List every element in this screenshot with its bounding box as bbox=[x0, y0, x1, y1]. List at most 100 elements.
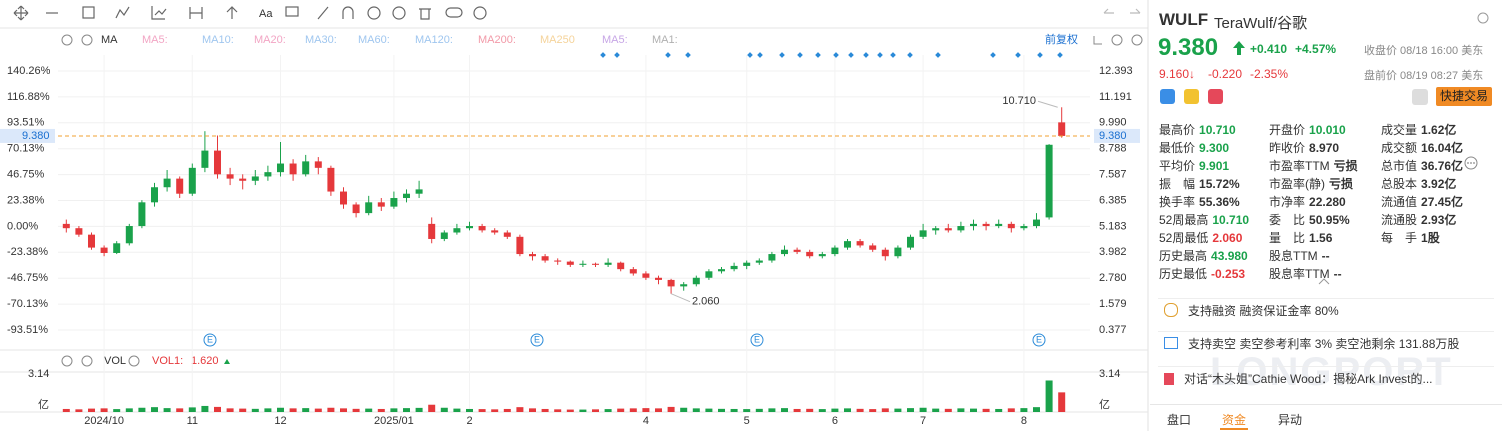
volume-bar bbox=[869, 409, 877, 412]
event-dot bbox=[877, 52, 883, 58]
collapse-icon[interactable] bbox=[1318, 277, 1330, 285]
stat-label: 股息TTM bbox=[1269, 249, 1318, 263]
event-dot bbox=[863, 52, 869, 58]
magnet-icon[interactable] bbox=[342, 6, 354, 19]
vol-visibility[interactable] bbox=[128, 355, 140, 367]
stat: 总市值 36.76亿 bbox=[1381, 157, 1463, 174]
low-label: 2.060 bbox=[692, 296, 720, 308]
vol-settings[interactable] bbox=[61, 355, 73, 367]
chart-icon[interactable] bbox=[151, 6, 167, 20]
candle-body bbox=[655, 277, 662, 280]
y-tick-label: 6.385 bbox=[1099, 194, 1127, 206]
pen-icon[interactable] bbox=[317, 6, 329, 20]
settings-icon[interactable] bbox=[1476, 11, 1490, 25]
zoom-in[interactable] bbox=[1131, 34, 1143, 46]
stat: 总股本 3.92亿 bbox=[1381, 175, 1456, 192]
volume-bar bbox=[579, 409, 587, 412]
watch-icon[interactable] bbox=[1208, 89, 1223, 104]
toolbar-text[interactable]: Aa bbox=[259, 8, 273, 20]
note-icon[interactable] bbox=[1184, 89, 1199, 104]
zoom-out[interactable] bbox=[1111, 34, 1123, 46]
candle-body bbox=[88, 234, 95, 248]
y2-tick-label: -93.51% bbox=[7, 324, 48, 336]
news-banner[interactable]: 对话“木头姐”Cathie Wood：揭秘Ark Invest的... bbox=[1158, 366, 1494, 391]
alert-icon[interactable] bbox=[1412, 89, 1428, 105]
trade-button[interactable]: 快捷交易 bbox=[1436, 87, 1492, 106]
stat: 股息TTM -- bbox=[1269, 247, 1330, 264]
arrow-icon[interactable] bbox=[226, 6, 238, 19]
link-icon[interactable] bbox=[445, 7, 463, 18]
volume-bar bbox=[516, 407, 524, 412]
indicator-settings[interactable] bbox=[61, 34, 73, 46]
stat-value: -- bbox=[1333, 267, 1342, 281]
volume-bar bbox=[491, 409, 499, 412]
wave-icon[interactable] bbox=[115, 6, 130, 19]
candle-body bbox=[529, 254, 536, 257]
volume-bar bbox=[327, 407, 335, 412]
candle-body bbox=[214, 150, 221, 175]
margin-banner[interactable]: 支持融资 融资保证金率 80% bbox=[1158, 298, 1494, 323]
adjust-label[interactable]: 前复权 bbox=[1045, 32, 1078, 46]
vol-tick-label: 3.14 bbox=[28, 368, 49, 380]
candle-body bbox=[579, 263, 587, 265]
volume-bar bbox=[289, 408, 297, 412]
tab-active[interactable]: 资金 bbox=[1222, 413, 1247, 427]
volume-bar bbox=[629, 408, 637, 412]
change: +0.410 bbox=[1250, 42, 1288, 56]
tag-icon[interactable] bbox=[1160, 89, 1175, 104]
sync-icon[interactable] bbox=[367, 6, 381, 20]
price: 9.380 bbox=[1158, 34, 1219, 61]
stat-value: 27.45亿 bbox=[1421, 195, 1464, 209]
candle-body bbox=[642, 273, 650, 278]
more-icon[interactable] bbox=[1464, 156, 1478, 170]
volume-bar bbox=[894, 408, 902, 412]
volume-bar bbox=[529, 408, 536, 412]
candle-body bbox=[125, 226, 133, 244]
tab[interactable]: 盘口 bbox=[1167, 413, 1192, 427]
reset-icon[interactable] bbox=[1093, 36, 1102, 45]
candle-body bbox=[390, 198, 398, 207]
vol-close[interactable] bbox=[81, 355, 93, 367]
volume-bar bbox=[251, 408, 259, 412]
trash-icon[interactable] bbox=[419, 8, 431, 20]
tab[interactable]: 异动 bbox=[1278, 413, 1303, 427]
candle-body bbox=[428, 223, 436, 239]
stat: 市盈率(静) 亏损 bbox=[1269, 175, 1353, 192]
move-icon[interactable] bbox=[13, 5, 29, 21]
earnings-marker bbox=[1032, 333, 1046, 347]
high-label: 10.710 bbox=[1002, 95, 1036, 107]
x-tick-label: 2025/01 bbox=[374, 415, 414, 427]
volume-bar bbox=[176, 408, 184, 412]
candle-body bbox=[919, 230, 927, 237]
undo-icon[interactable] bbox=[1103, 8, 1114, 14]
measure-icon[interactable] bbox=[189, 7, 203, 19]
stat-value: 2.060 bbox=[1212, 231, 1243, 245]
volume-bar bbox=[314, 408, 322, 412]
x-tick-label: 2 bbox=[466, 415, 472, 427]
volume-bar bbox=[75, 409, 83, 412]
volume-bar bbox=[478, 409, 486, 412]
stat: 市净率 22.280 bbox=[1269, 193, 1346, 210]
y-tick-label: 5.183 bbox=[1099, 220, 1127, 232]
candle-body bbox=[264, 172, 272, 177]
vol-unit: 亿 bbox=[1099, 398, 1110, 411]
short-banner[interactable]: 支持卖空 卖空参考利率 3% 卖空池剩余 131.88万股 bbox=[1158, 331, 1494, 356]
redo-icon[interactable] bbox=[1130, 8, 1141, 14]
stat-value: 10.710 bbox=[1212, 213, 1250, 227]
stat-label: 开盘价 bbox=[1269, 123, 1306, 137]
y2-tick-label: 46.75% bbox=[7, 169, 45, 181]
indicator-close[interactable] bbox=[81, 34, 93, 46]
candle-body bbox=[327, 167, 335, 192]
candle-body bbox=[995, 223, 1003, 227]
rect-icon[interactable] bbox=[82, 6, 95, 19]
volume-bar bbox=[226, 408, 234, 412]
candle-body bbox=[138, 202, 146, 227]
toolbar bbox=[13, 5, 1141, 21]
note-icon[interactable] bbox=[285, 6, 299, 17]
stat-value: 2.93亿 bbox=[1421, 213, 1457, 227]
stat-value: 亏损 bbox=[1333, 159, 1358, 173]
candle-body bbox=[503, 232, 511, 237]
settings-icon[interactable] bbox=[473, 6, 487, 20]
eye-icon[interactable] bbox=[392, 6, 406, 20]
